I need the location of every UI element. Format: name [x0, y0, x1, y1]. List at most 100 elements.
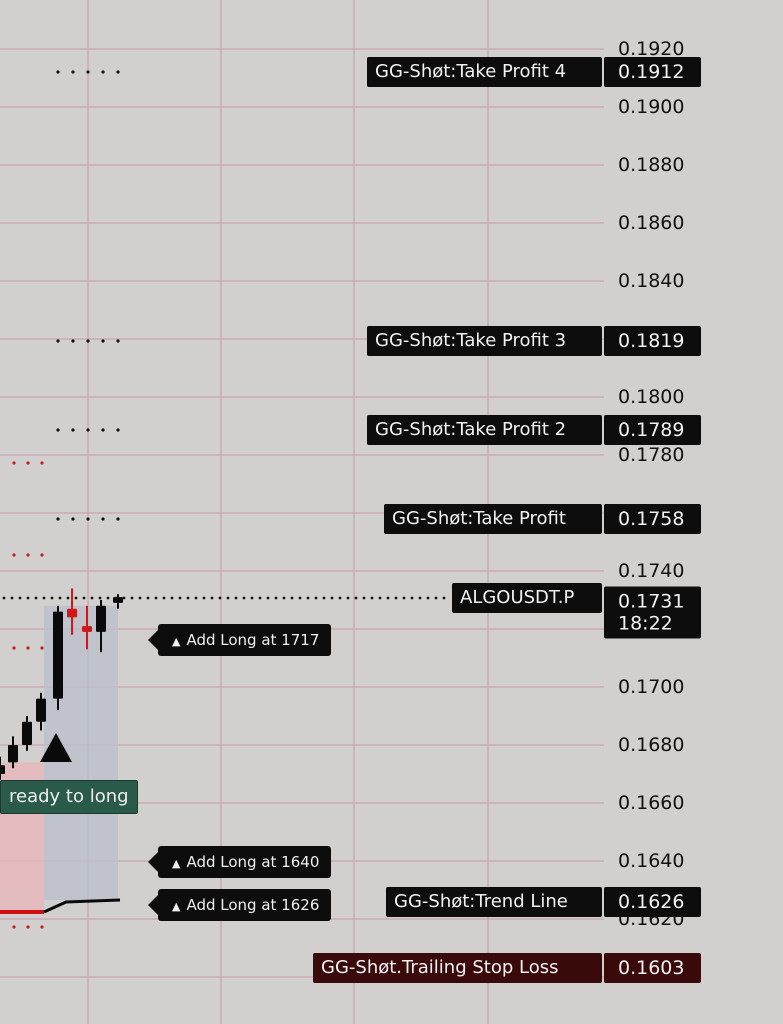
level-dot [26, 925, 30, 929]
candle-body [96, 605, 106, 632]
current-price-dot [106, 596, 110, 600]
level-dot [40, 646, 44, 650]
level-dot [86, 517, 90, 521]
triangle-up-icon: ▲ [172, 635, 181, 648]
price-tick: 0.1780 [618, 444, 685, 466]
current-price-dot [362, 596, 366, 600]
callout-text: Add Long at 1626 [186, 896, 320, 914]
candle-body [113, 597, 123, 603]
current-price-dot [354, 596, 358, 600]
tp2-label[interactable]: GG-Shøt:Take Profit 2 [367, 415, 602, 445]
current-price-dot [50, 596, 54, 600]
level-dot [101, 428, 105, 432]
trend-line-label[interactable]: GG-Shøt:Trend Line [386, 887, 602, 917]
tp1-label[interactable]: GG-Shøt:Take Profit [384, 504, 602, 534]
price-tick: 0.1680 [618, 734, 685, 756]
price-tick: 0.1660 [618, 792, 685, 814]
ready-to-long-signal[interactable]: ready to long [0, 780, 138, 814]
candle-body [67, 608, 77, 618]
current-price-dot [386, 596, 390, 600]
level-dot [116, 70, 120, 74]
add-long-callout[interactable]: ▲ Add Long at 1626 [147, 889, 332, 921]
current-price-dot [346, 596, 350, 600]
tp1-price[interactable]: 0.1758 [604, 504, 701, 534]
level-dot [101, 517, 105, 521]
current-price-dot [298, 596, 302, 600]
current-price-dot [314, 596, 318, 600]
price-tick: 0.1840 [618, 270, 685, 292]
trailing-stop-label[interactable]: GG-Shøt.Trailing Stop Loss [313, 953, 602, 983]
level-dot [12, 925, 16, 929]
level-dot [40, 553, 44, 557]
level-dot [56, 70, 60, 74]
symbol-label[interactable]: ALGOUSDT.P [452, 583, 602, 613]
current-price-tag[interactable]: 0.1731 18:22 [604, 586, 701, 639]
level-dot [86, 428, 90, 432]
trend-line-price[interactable]: 0.1626 [604, 887, 701, 917]
current-price-dot [130, 596, 134, 600]
level-dot [71, 428, 75, 432]
current-price-dot [90, 596, 94, 600]
level-dot [56, 339, 60, 343]
current-price-dot [26, 596, 30, 600]
level-dot [86, 70, 90, 74]
add-long-callout[interactable]: ▲ Add Long at 1640 [147, 846, 332, 878]
current-price-dot [274, 596, 278, 600]
current-price-dot [442, 596, 446, 600]
tp3-price[interactable]: 0.1819 [604, 326, 701, 356]
candle-body [53, 611, 63, 699]
current-price-dot [66, 596, 70, 600]
current-price-dot [370, 596, 374, 600]
current-price-dot [58, 596, 62, 600]
price-tick: 0.1740 [618, 560, 685, 582]
current-price-dot [194, 596, 198, 600]
candle-body [8, 745, 18, 763]
current-price-dot [162, 596, 166, 600]
price-tick: 0.1640 [618, 850, 685, 872]
tp3-label[interactable]: GG-Shøt:Take Profit 3 [367, 326, 602, 356]
tp4-label[interactable]: GG-Shøt:Take Profit 4 [367, 57, 602, 87]
current-price-dot [306, 596, 310, 600]
candlestick-series [0, 588, 123, 780]
trailing-stop-price[interactable]: 0.1603 [604, 953, 701, 983]
current-price-dot [226, 596, 230, 600]
current-price-dot [186, 596, 190, 600]
current-price-dot [330, 596, 334, 600]
current-price-dot [402, 596, 406, 600]
current-price-dot [410, 596, 414, 600]
tp4-price[interactable]: 0.1912 [604, 57, 701, 87]
current-price-dot [250, 596, 254, 600]
level-dot [86, 339, 90, 343]
current-price-dot [258, 596, 262, 600]
triangle-up-icon: ▲ [172, 857, 181, 870]
callout-text: Add Long at 1640 [186, 853, 320, 871]
level-dot [40, 461, 44, 465]
price-tick: 0.1800 [618, 386, 685, 408]
price-tick: 0.1860 [618, 212, 685, 234]
level-dot [12, 553, 16, 557]
level-dot [101, 70, 105, 74]
current-price-dot [218, 596, 222, 600]
bar-countdown: 18:22 [618, 612, 673, 635]
current-price-dot [322, 596, 326, 600]
add-long-callout[interactable]: ▲ Add Long at 1717 [147, 624, 332, 656]
level-dot [71, 70, 75, 74]
current-price-dot [34, 596, 38, 600]
level-dot [71, 517, 75, 521]
price-tick: 0.1900 [618, 96, 685, 118]
level-dot [26, 461, 30, 465]
current-price-dot [434, 596, 438, 600]
current-price-dot [82, 596, 86, 600]
tp2-price[interactable]: 0.1789 [604, 415, 701, 445]
level-dot [26, 646, 30, 650]
current-price-dot [282, 596, 286, 600]
current-price-dot [394, 596, 398, 600]
current-price: 0.1731 [618, 590, 685, 613]
level-dot [116, 428, 120, 432]
callout-text: Add Long at 1717 [186, 631, 320, 649]
current-price-dot [170, 596, 174, 600]
long-signal-triangle-icon [40, 733, 72, 762]
level-dot [56, 517, 60, 521]
current-price-dot [234, 596, 238, 600]
